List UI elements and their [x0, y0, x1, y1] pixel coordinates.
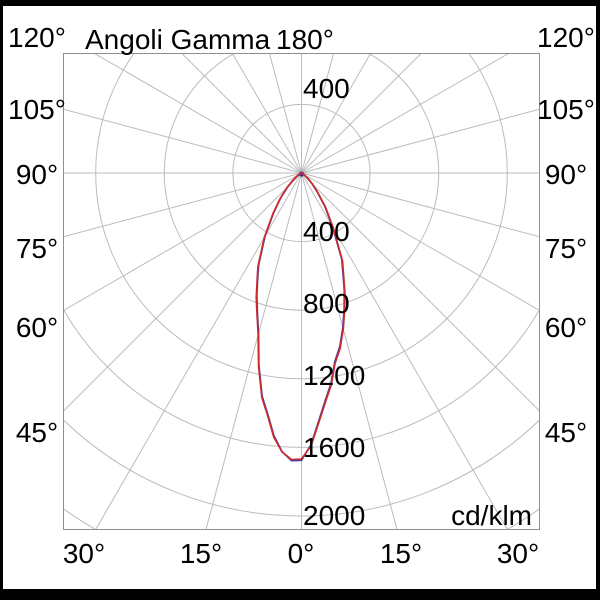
grid-ray [181, 53, 302, 174]
plot-border [63, 53, 540, 530]
right-gamma-label: 45° [545, 417, 587, 448]
bottom-gamma-label: 30° [63, 538, 105, 569]
right-gamma-label: 60° [545, 312, 587, 343]
ring-value-label: 1200 [303, 360, 365, 391]
ring-value-label: 400 [303, 73, 350, 104]
page-background [3, 6, 596, 589]
right-gamma-label: 90° [545, 159, 587, 190]
grid-ray [63, 172, 302, 238]
ring-value-label: 1600 [303, 432, 365, 463]
ring-value-label: 400 [303, 216, 350, 247]
grid-ray [205, 172, 302, 530]
grid-ray [63, 172, 302, 412]
grid-ray [301, 172, 540, 311]
grid-ray [301, 53, 510, 174]
grid-ray [301, 108, 540, 174]
bottom-gamma-label: 30° [497, 538, 539, 569]
grid-ray [63, 108, 302, 174]
grid-ray [301, 172, 540, 412]
grid-ray [301, 53, 335, 174]
left-gamma-label: 105° [8, 94, 66, 125]
bottom-gamma-label: 15° [380, 538, 422, 569]
grid-ray [268, 53, 302, 174]
grid-ray [301, 172, 398, 530]
right-gamma-label: 120° [537, 22, 595, 53]
top-gamma-label: 180° [276, 24, 334, 55]
grid-ray [231, 53, 302, 174]
left-gamma-label: 120° [8, 22, 66, 53]
grid-ray [301, 172, 508, 530]
chart-title: Angoli Gamma [85, 24, 271, 55]
grid-ray [93, 53, 302, 174]
grid-ray [301, 53, 372, 174]
ring-value-label: 800 [303, 288, 350, 319]
bottom-gamma-label: 0° [288, 538, 315, 569]
ring-value-label: 2000 [303, 500, 365, 531]
grid-ray [301, 172, 540, 238]
units-label: cd/klm [451, 500, 532, 531]
right-gamma-label: 105° [537, 94, 595, 125]
left-gamma-label: 60° [16, 312, 58, 343]
right-gamma-label: 75° [545, 233, 587, 264]
curve-red [255, 172, 346, 461]
left-gamma-label: 75° [16, 233, 58, 264]
grid-ray [63, 172, 302, 311]
bottom-gamma-label: 15° [180, 538, 222, 569]
grid-ray [301, 53, 422, 174]
grid-ray [95, 172, 302, 530]
left-gamma-label: 90° [16, 159, 58, 190]
left-gamma-label: 45° [16, 417, 58, 448]
